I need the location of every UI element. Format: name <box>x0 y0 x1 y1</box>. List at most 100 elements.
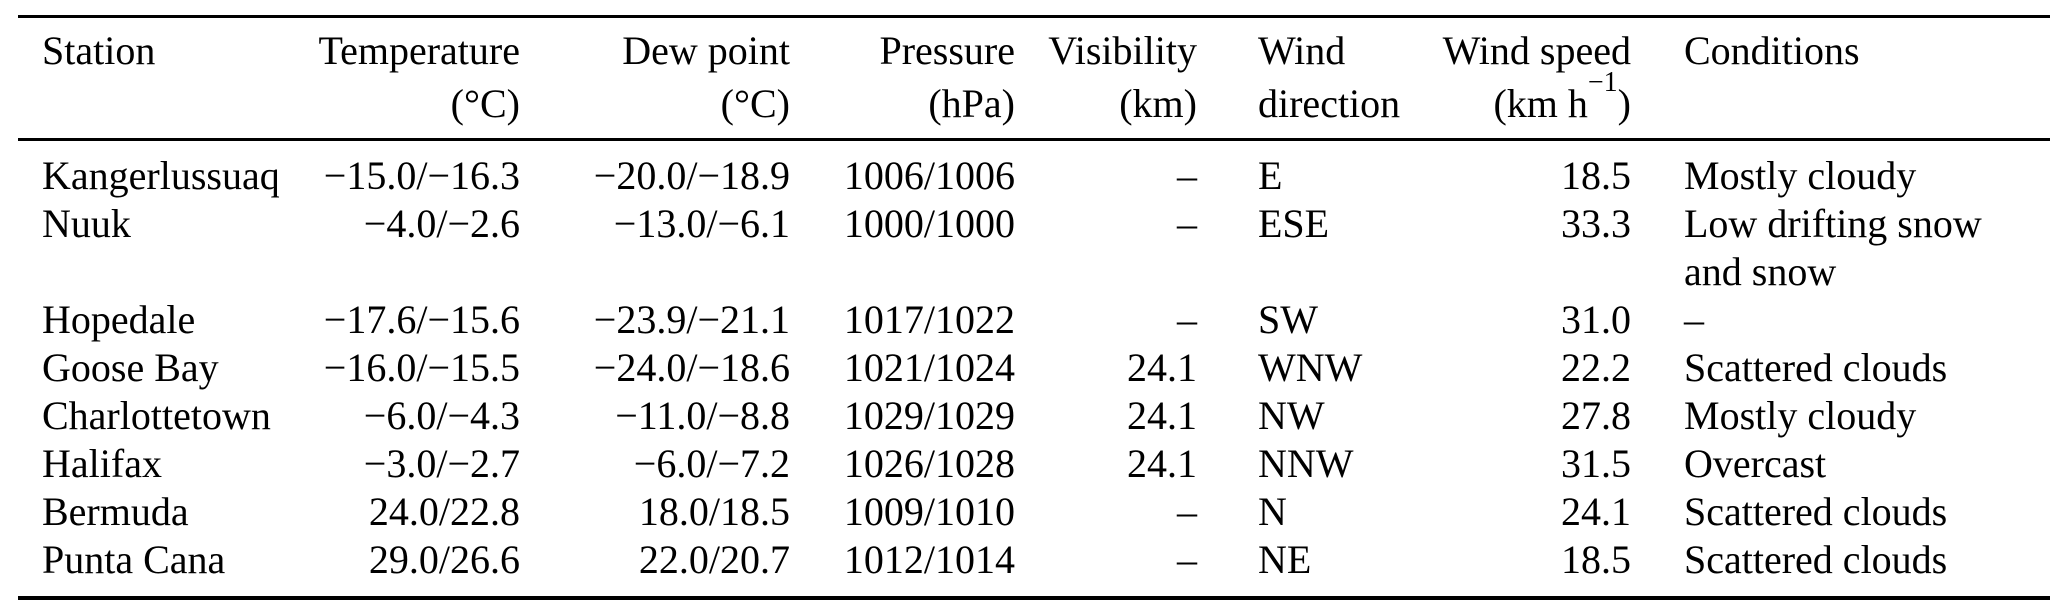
cell-wind-speed: 27.8 <box>1561 393 1631 438</box>
table-row: Hopedale −17.6/−15.6 −23.9/−21.1 1017/1022 –… <box>18 296 2050 344</box>
cell-temperature: −3.0/−2.7 <box>363 441 520 486</box>
cell-station: Kangerlussuaq <box>42 153 280 198</box>
cell-temperature: −17.6/−15.6 <box>323 297 520 342</box>
cell-wind-direction: NE <box>1258 537 1312 582</box>
cell-wind-direction: SW <box>1258 297 1318 342</box>
table-row: Punta Cana 29.0/26.6 22.0/20.7 1012/1014 – NE… <box>18 536 2050 598</box>
header-wind-direction-unit: direction <box>1258 81 1401 126</box>
cell-dew-point: −13.0/−6.1 <box>613 201 790 246</box>
cell-station: Halifax <box>42 441 162 486</box>
cell-dew-point: −23.9/−21.1 <box>593 297 790 342</box>
cell-wind-speed: 22.2 <box>1561 345 1631 390</box>
weather-table: Station Temperature (°C) Dew point (°C) … <box>18 15 2050 600</box>
cell-dew-point: −20.0/−18.9 <box>593 153 790 198</box>
header-visibility-unit: (km) <box>1119 81 1197 126</box>
header-pressure-label: Pressure <box>879 28 1015 73</box>
cell-pressure: 1026/1028 <box>843 441 1015 486</box>
cell-wind-direction: E <box>1258 153 1283 198</box>
cell-dew-point: −11.0/−8.8 <box>615 393 790 438</box>
header-row: Station Temperature (°C) Dew point (°C) … <box>18 17 2050 140</box>
cell-wind-direction: NNW <box>1258 441 1354 486</box>
cell-conditions: Scattered clouds <box>1684 345 1948 390</box>
cell-wind-direction: NW <box>1258 393 1325 438</box>
header-wind-speed-unit: (km h−1) <box>1432 68 1631 130</box>
cell-conditions: Mostly cloudy <box>1684 393 1917 438</box>
header-wind-speed-label: Wind speed <box>1442 28 1631 73</box>
cell-dew-point: −6.0/−7.2 <box>633 441 790 486</box>
cell-temperature: −16.0/−15.5 <box>323 345 520 390</box>
cell-temperature: 29.0/26.6 <box>368 537 520 582</box>
cell-wind-speed: 24.1 <box>1561 489 1631 534</box>
cell-pressure: 1009/1010 <box>843 489 1015 534</box>
cell-temperature: 24.0/22.8 <box>368 489 520 534</box>
cell-visibility: 24.1 <box>1127 345 1197 390</box>
cell-temperature: −6.0/−4.3 <box>363 393 520 438</box>
cell-station: Hopedale <box>42 297 196 342</box>
header-dew-point: Dew point (°C) <box>520 17 790 140</box>
header-wind-direction-label: Wind <box>1258 28 1346 73</box>
cell-station: Nuuk <box>42 201 131 246</box>
header-dew-point-unit: (°C) <box>720 81 790 126</box>
cell-visibility: 24.1 <box>1127 441 1197 486</box>
cell-dew-point: 22.0/20.7 <box>638 537 790 582</box>
header-wind-speed: Wind speed (km h−1) <box>1432 17 1631 140</box>
cell-conditions: Mostly cloudy <box>1684 153 1917 198</box>
cell-wind-direction: N <box>1258 489 1287 534</box>
cell-visibility: – <box>1177 537 1197 582</box>
cell-station: Punta Cana <box>42 537 226 582</box>
cell-visibility: – <box>1177 201 1197 246</box>
header-pressure: Pressure (hPa) <box>790 17 1015 140</box>
cell-visibility: – <box>1177 153 1197 198</box>
cell-temperature: −4.0/−2.6 <box>363 201 520 246</box>
cell-wind-speed: 18.5 <box>1561 153 1631 198</box>
cell-station: Charlottetown <box>42 393 271 438</box>
wind-speed-unit-exponent: −1 <box>1587 66 1618 98</box>
cell-visibility: 24.1 <box>1127 393 1197 438</box>
cell-conditions: Scattered clouds <box>1684 489 1948 534</box>
cell-pressure: 1012/1014 <box>843 537 1015 582</box>
cell-pressure: 1029/1029 <box>843 393 1015 438</box>
cell-dew-point: −24.0/−18.6 <box>593 345 790 390</box>
table-row: Goose Bay −16.0/−15.5 −24.0/−18.6 1021/1024… <box>18 344 2050 392</box>
cell-pressure: 1006/1006 <box>843 153 1015 198</box>
cell-conditions: Overcast <box>1684 441 1827 486</box>
table-row: Halifax −3.0/−2.7 −6.0/−7.2 1026/1028 24.1 NN… <box>18 440 2050 488</box>
header-wind-direction: Wind direction <box>1197 17 1432 140</box>
cell-visibility: – <box>1177 297 1197 342</box>
cell-wind-direction: ESE <box>1258 201 1330 246</box>
wind-speed-unit-prefix: (km h <box>1493 81 1588 126</box>
table-header: Station Temperature (°C) Dew point (°C) … <box>18 17 2050 140</box>
table-row: Charlottetown −6.0/−4.3 −11.0/−8.8 1029/102… <box>18 392 2050 440</box>
header-station: Station <box>18 17 300 140</box>
header-dew-point-label: Dew point <box>622 28 790 73</box>
cell-conditions: Low drifting snow and snow <box>1684 201 1982 294</box>
cell-dew-point: 18.0/18.5 <box>638 489 790 534</box>
cell-wind-speed: 18.5 <box>1561 537 1631 582</box>
cell-conditions: Scattered clouds <box>1684 537 1948 582</box>
header-visibility-label: Visibility <box>1048 28 1197 73</box>
header-conditions-label: Conditions <box>1684 28 1860 73</box>
cell-pressure: 1000/1000 <box>843 201 1015 246</box>
cell-station: Goose Bay <box>42 345 219 390</box>
cell-wind-speed: 31.5 <box>1561 441 1631 486</box>
header-visibility: Visibility (km) <box>1015 17 1197 140</box>
table-row: Bermuda 24.0/22.8 18.0/18.5 1009/1010 – N 24.1… <box>18 488 2050 536</box>
header-conditions: Conditions <box>1631 17 2050 140</box>
wind-speed-unit-suffix: ) <box>1617 81 1631 126</box>
cell-wind-direction: WNW <box>1258 345 1363 390</box>
weather-table-body: Kangerlussuaq −15.0/−16.3 −20.0/−18.9 1006/… <box>18 140 2050 599</box>
cell-visibility: – <box>1177 489 1197 534</box>
header-temperature: Temperature (°C) <box>300 17 520 140</box>
header-pressure-unit: (hPa) <box>928 81 1015 126</box>
table-row: Nuuk −4.0/−2.6 −13.0/−6.1 1000/1000 – ESE 33.3… <box>18 200 2050 296</box>
cell-pressure: 1021/1024 <box>843 345 1015 390</box>
cell-temperature: −15.0/−16.3 <box>323 153 520 198</box>
table-row: Kangerlussuaq −15.0/−16.3 −20.0/−18.9 1006/… <box>18 140 2050 201</box>
header-temperature-label: Temperature <box>318 28 520 73</box>
cell-pressure: 1017/1022 <box>843 297 1015 342</box>
cell-conditions: – <box>1684 297 1704 342</box>
header-temperature-unit: (°C) <box>450 81 520 126</box>
cell-station: Bermuda <box>42 489 189 534</box>
header-station-label: Station <box>42 28 156 73</box>
